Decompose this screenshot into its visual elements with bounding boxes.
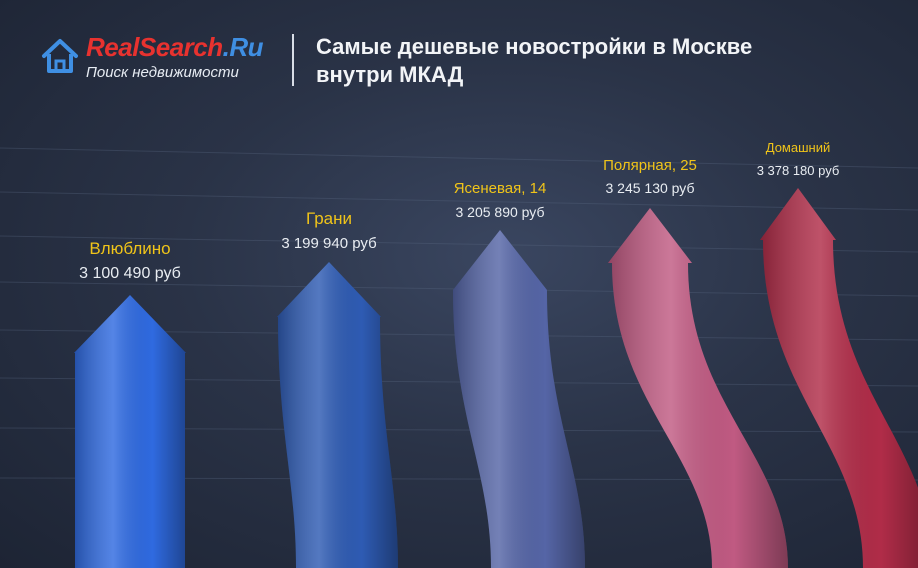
arrow-shading-5 [760, 188, 918, 568]
header: RealSearch.Ru Поиск недвижимости Самые д… [0, 0, 918, 110]
value-label-1: 3 100 490 руб [79, 265, 181, 282]
arrow-shading-3 [453, 230, 585, 568]
category-label-1: Влюблино [89, 239, 170, 258]
category-label-4: Полярная, 25 [603, 157, 697, 174]
arrow-shading-2 [277, 262, 398, 568]
page-title-line2: внутри МКАД [316, 62, 464, 87]
arrow-shading-4 [608, 208, 788, 568]
value-label-3: 3 205 890 руб [456, 204, 545, 220]
value-label-2: 3 199 940 руб [281, 235, 376, 252]
brand-logo[interactable]: RealSearch.Ru [86, 32, 264, 63]
header-divider [292, 34, 294, 86]
brand-name-main: RealSearch [86, 32, 223, 62]
value-label-5: 3 378 180 руб [757, 163, 840, 178]
category-label-5: Домашний [766, 140, 830, 155]
page-title-line1: Самые дешевые новостройки в Москве [316, 34, 753, 59]
category-label-2: Грани [306, 209, 352, 228]
house-icon [42, 39, 78, 73]
category-label-3: Ясеневая, 14 [454, 180, 547, 197]
value-label-4: 3 245 130 руб [606, 180, 695, 196]
arrow-shading-1 [74, 295, 186, 568]
brand-name-domain: .Ru [222, 32, 264, 62]
brand-tagline: Поиск недвижимости [86, 64, 239, 81]
